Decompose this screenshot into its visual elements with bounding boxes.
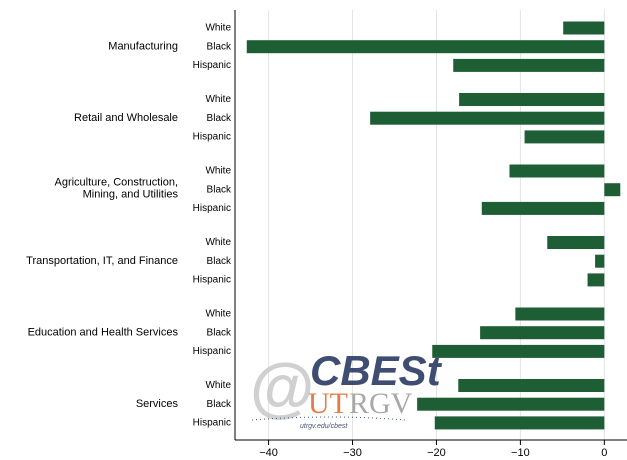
bar bbox=[509, 164, 605, 178]
group-label: Services bbox=[136, 398, 179, 410]
bar bbox=[563, 21, 605, 35]
y-tick-label: Hispanic bbox=[193, 203, 231, 214]
bar bbox=[524, 130, 605, 144]
group-label: Manufacturing bbox=[108, 41, 178, 53]
y-tick-label: White bbox=[205, 380, 231, 391]
y-tick-label: Hispanic bbox=[193, 132, 231, 143]
bar bbox=[432, 344, 605, 358]
y-tick-label: White bbox=[205, 94, 231, 105]
logo-url: utrgv.edu/cbest bbox=[300, 423, 348, 430]
y-tick-label: Hispanic bbox=[193, 346, 231, 357]
logo-top: CBESt bbox=[310, 347, 443, 394]
bar bbox=[370, 111, 605, 125]
logo-at: @ bbox=[250, 349, 314, 423]
bar bbox=[515, 307, 605, 321]
group-label: Retail and Wholesale bbox=[74, 112, 178, 124]
bar bbox=[595, 254, 605, 268]
x-tick-label: −40 bbox=[259, 447, 278, 459]
bar bbox=[547, 236, 605, 249]
bar bbox=[453, 58, 605, 72]
x-tick-label: 0 bbox=[601, 447, 607, 459]
y-tick-label: Black bbox=[207, 399, 232, 410]
y-tick-label: White bbox=[205, 309, 231, 320]
logo-ut: UT bbox=[308, 387, 348, 420]
group-label: Agriculture, Construction, bbox=[55, 177, 179, 189]
group-label: Mining, and Utilities bbox=[83, 189, 179, 201]
x-tick-label: −30 bbox=[343, 447, 362, 459]
bar bbox=[434, 416, 605, 430]
logo: @ CBESt UT RGV utrgv.edu/cbest bbox=[250, 347, 443, 430]
bar bbox=[458, 379, 605, 392]
y-tick-label: White bbox=[205, 237, 231, 248]
y-tick-label: Black bbox=[207, 327, 232, 338]
y-tick-label: Hispanic bbox=[193, 275, 231, 286]
y-tick-label: Hispanic bbox=[193, 418, 231, 429]
bar bbox=[481, 201, 605, 215]
y-tick-label: Black bbox=[207, 256, 232, 267]
x-tick-label: −10 bbox=[511, 447, 530, 459]
group-label: Education and Health Services bbox=[28, 327, 179, 339]
bar bbox=[604, 183, 621, 197]
x-tick-label: −20 bbox=[427, 447, 446, 459]
y-tick-label: White bbox=[205, 166, 231, 177]
y-tick-label: Black bbox=[207, 41, 232, 52]
bar bbox=[246, 40, 605, 54]
y-tick-label: White bbox=[205, 23, 231, 34]
bar bbox=[480, 326, 605, 340]
y-tick-label: Black bbox=[207, 113, 232, 124]
bar bbox=[459, 93, 605, 106]
y-tick-label: Black bbox=[207, 184, 232, 195]
logo-rgv: RGV bbox=[349, 387, 413, 420]
bar bbox=[587, 273, 605, 287]
y-tick-label: Hispanic bbox=[193, 60, 231, 71]
group-label: Transportation, IT, and Finance bbox=[26, 255, 178, 267]
bar bbox=[417, 397, 605, 411]
